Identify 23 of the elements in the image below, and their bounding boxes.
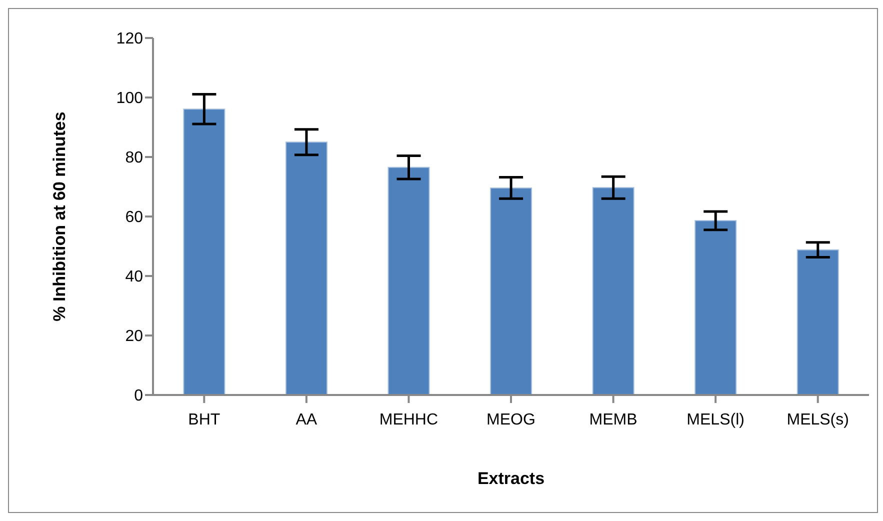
x-tick-label: MELS(l)	[686, 411, 744, 428]
x-tick-label: MELS(s)	[786, 411, 849, 428]
y-tick-label: 0	[134, 388, 144, 405]
bar	[183, 108, 226, 395]
y-tick-label: 120	[116, 30, 144, 48]
y-tick-label: 20	[125, 328, 144, 346]
bar	[592, 187, 634, 395]
y-axis-title: % Inhibition at 60 minutes	[50, 112, 70, 322]
x-tick-label: BHT	[188, 411, 220, 428]
bar	[490, 187, 532, 395]
bar	[796, 249, 839, 395]
y-tick-label: 40	[125, 268, 144, 286]
x-tick-label: MEOG	[486, 411, 536, 428]
x-tick-label: MEMB	[589, 411, 638, 428]
y-tick-label: 80	[125, 150, 144, 167]
x-tick-label: MEHHC	[379, 411, 438, 428]
y-tick-label: 60	[125, 209, 144, 226]
bar	[388, 166, 430, 395]
y-tick-label: 100	[116, 90, 144, 108]
x-axis-title: Extracts	[477, 469, 545, 488]
bar	[694, 220, 737, 395]
x-tick-label: AA	[296, 411, 318, 428]
bar	[285, 142, 328, 395]
